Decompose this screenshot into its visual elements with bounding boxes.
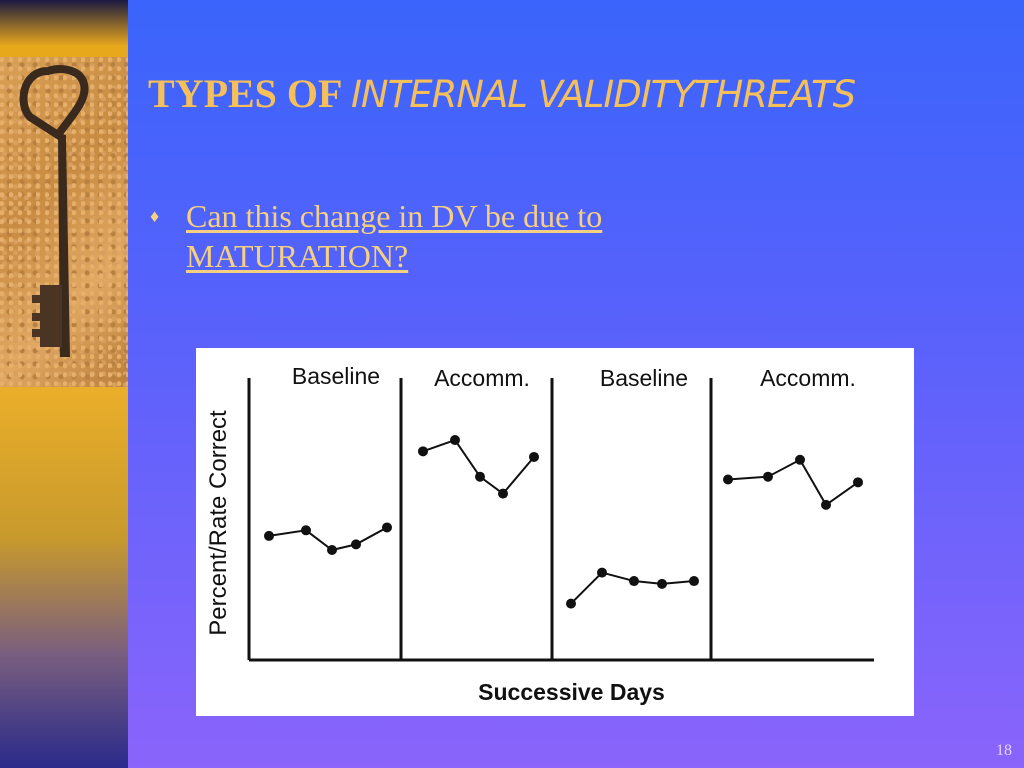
diamond-bullet-icon: ♦ xyxy=(150,196,159,236)
data-point-2-2 xyxy=(450,435,460,445)
series-line-4 xyxy=(728,460,858,505)
data-point-4-4 xyxy=(821,500,831,510)
y-axis-title: Percent/Rate Correct xyxy=(205,410,232,636)
data-point-1-3 xyxy=(327,545,337,555)
data-point-2-1 xyxy=(418,446,428,456)
bullet-text-line-1[interactable]: Can this change in DV be due to xyxy=(186,196,770,236)
phase-label-2: Accomm. xyxy=(434,365,530,391)
series-line-2 xyxy=(423,440,534,494)
chart-card: Baseline Accomm. Baseline Accomm. Percent/Ra… xyxy=(196,348,914,716)
data-point-4-2 xyxy=(763,472,773,482)
phase-label-3: Baseline xyxy=(600,365,688,391)
data-point-4-5 xyxy=(853,477,863,487)
bullet-item[interactable]: ♦ Can this change in DV be due to MATURA… xyxy=(150,196,770,276)
data-point-3-5 xyxy=(689,576,699,586)
data-point-4-3 xyxy=(795,455,805,465)
data-point-3-3 xyxy=(629,576,639,586)
chart-svg: Baseline Accomm. Baseline Accomm. Percent/Ra… xyxy=(196,348,914,716)
phase-label-1: Baseline xyxy=(292,363,380,389)
series-line-1 xyxy=(269,527,387,550)
data-point-4-1 xyxy=(723,475,733,485)
data-point-3-2 xyxy=(597,568,607,578)
title-emphasis: INTERNAL VALIDITYTHREATS xyxy=(351,73,855,116)
bullet-text-line-2[interactable]: MATURATION? xyxy=(186,236,770,276)
data-point-1-4 xyxy=(351,539,361,549)
data-point-1-2 xyxy=(301,525,311,535)
data-point-1-5 xyxy=(382,522,392,532)
slide-title: TYPES OF INTERNAL VALIDITYTHREATS xyxy=(148,74,855,114)
slide-number: 18 xyxy=(996,742,1012,760)
data-point-2-3 xyxy=(475,472,485,482)
phase-label-4: Accomm. xyxy=(760,365,856,391)
data-point-3-1 xyxy=(566,599,576,609)
x-axis-title: Successive Days xyxy=(478,679,665,705)
data-point-2-5 xyxy=(529,452,539,462)
antique-key-image xyxy=(0,57,128,387)
data-point-3-4 xyxy=(657,579,667,589)
title-prefix: TYPES OF xyxy=(148,71,351,116)
data-point-2-4 xyxy=(498,489,508,499)
data-point-1-1 xyxy=(264,531,274,541)
